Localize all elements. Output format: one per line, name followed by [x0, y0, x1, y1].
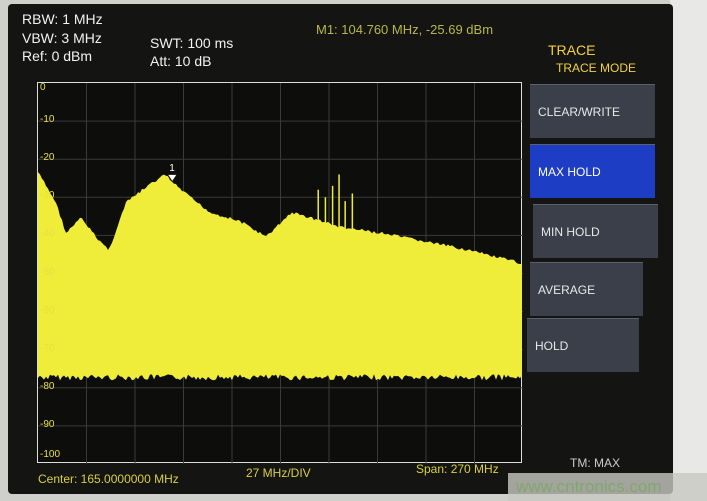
frequency-per-division: 27 MHz/DIV	[246, 466, 311, 480]
y-tick-label: -90	[40, 418, 55, 430]
softkey-min-hold[interactable]: MIN HOLD	[533, 204, 658, 258]
softkey-label: AVERAGE	[538, 283, 596, 297]
watermark: www.cntronics.com	[508, 473, 707, 501]
rbw-label: RBW: 1 MHz	[22, 11, 103, 27]
softkey-label: CLEAR/WRITE	[538, 105, 621, 119]
ref-level-label: Ref: 0 dBm	[22, 48, 93, 64]
marker-readout: M1: 104.760 MHz, -25.69 dBm	[316, 22, 494, 37]
softkey-hold[interactable]: HOLD	[527, 318, 639, 372]
instrument-bezel	[670, 0, 707, 501]
softkey-label: HOLD	[535, 339, 569, 353]
marker-label: 1	[169, 163, 175, 174]
y-tick-label: -30	[40, 190, 55, 202]
softkey-max-hold[interactable]: MAX HOLD	[530, 144, 655, 198]
spectrum-svg: 1	[38, 83, 523, 464]
spectrum-trace	[38, 172, 522, 381]
y-tick-label: -50	[40, 266, 55, 278]
spectrum-plot: 1	[37, 82, 523, 464]
attenuation-label: Att: 10 dB	[150, 53, 212, 69]
menu-subtitle: TRACE MODE	[556, 61, 637, 75]
softkey-clear-write[interactable]: CLEAR/WRITE	[530, 84, 655, 138]
y-tick-label: -60	[40, 304, 55, 316]
softkey-label: MAX HOLD	[538, 165, 601, 179]
menu-title: TRACE	[548, 42, 596, 58]
y-tick-label: 0	[40, 82, 46, 93]
y-tick-label: -20	[40, 152, 55, 164]
vbw-label: VBW: 3 MHz	[22, 30, 102, 46]
marker-icon	[168, 174, 177, 181]
softkey-average[interactable]: AVERAGE	[530, 262, 643, 316]
y-tick-label: -70	[40, 342, 55, 354]
y-tick-label: -80	[40, 380, 55, 392]
y-tick-label: -100	[40, 449, 61, 460]
y-tick-label: -40	[40, 228, 55, 240]
sweep-time-label: SWT: 100 ms	[150, 35, 234, 51]
y-tick-label: -10	[40, 114, 55, 126]
span-label: Span: 270 MHz	[416, 462, 499, 476]
trace-mode-indicator: TM: MAX	[570, 456, 620, 470]
center-frequency: Center: 165.0000000 MHz	[38, 472, 179, 486]
softkey-label: MIN HOLD	[541, 225, 600, 239]
